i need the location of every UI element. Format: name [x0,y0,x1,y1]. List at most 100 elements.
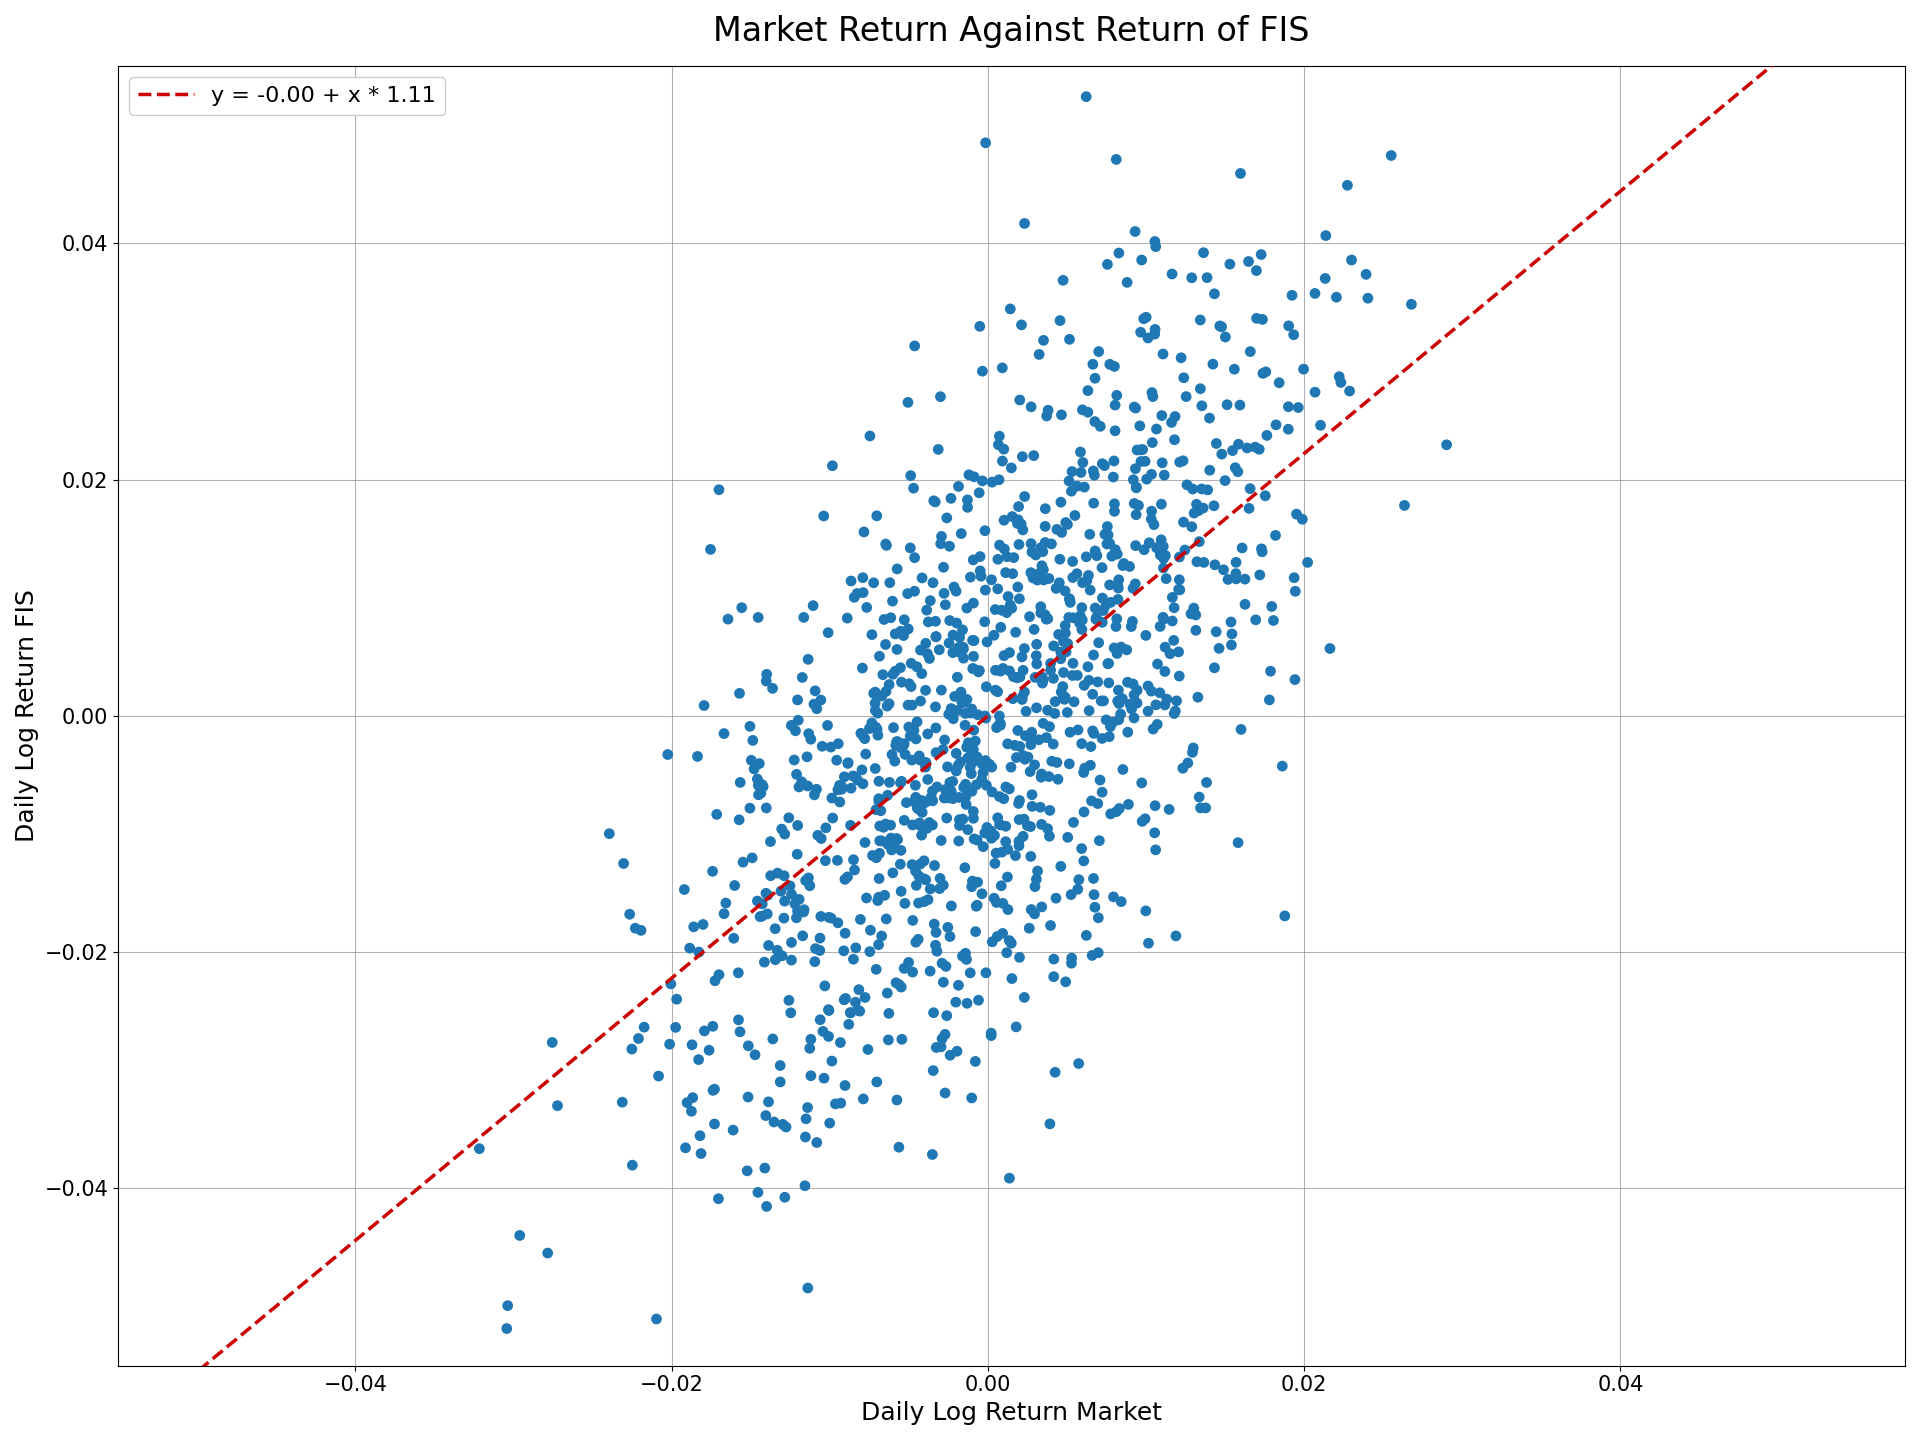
Point [1041,690,1071,713]
Point [1273,314,1304,337]
Point [1156,410,1187,433]
Point [756,677,787,700]
Point [948,776,979,799]
Point [904,814,935,837]
Point [1020,876,1050,899]
Point [1129,307,1160,330]
Point [780,719,810,742]
Point [897,909,927,932]
Point [864,933,895,956]
Point [1137,384,1167,408]
Point [1177,266,1208,289]
Point [770,1116,801,1139]
Point [868,816,899,840]
Point [620,917,651,940]
Point [1035,716,1066,739]
Point [925,533,956,556]
Point [1023,562,1054,585]
Point [927,952,958,975]
Point [747,893,778,916]
Point [593,822,624,845]
Point [1131,305,1162,328]
Point [1046,521,1077,544]
Point [812,621,843,644]
Point [783,708,814,732]
Point [977,780,1008,804]
Point [818,454,849,477]
Point [987,356,1018,379]
Point [958,465,989,488]
Point [1160,405,1190,428]
Point [885,880,916,903]
Point [781,763,812,786]
Point [1256,595,1286,618]
Point [1094,716,1125,739]
Point [1039,667,1069,690]
Point [1269,904,1300,927]
Point [753,935,783,958]
Point [914,811,945,834]
Point [1050,641,1081,664]
Point [956,870,987,893]
Point [749,1156,780,1179]
Point [922,1035,952,1058]
Point [851,743,881,766]
Point [1016,720,1046,743]
Point [995,641,1025,664]
Point [874,672,904,696]
Point [1160,428,1190,451]
Point [1256,660,1286,683]
Point [824,791,854,814]
Point [874,1028,904,1051]
Point [995,778,1025,801]
Point [1117,672,1148,696]
Point [1002,667,1033,690]
Point [735,749,766,772]
Point [1052,701,1083,724]
Point [1002,513,1033,536]
Point [856,624,887,647]
Point [1246,243,1277,266]
Point [718,927,749,950]
Point [1244,438,1275,461]
Point [1029,516,1060,539]
Point [893,582,924,605]
Point [787,900,818,923]
Point [1240,307,1271,330]
Point [879,750,910,773]
Point [1089,523,1119,546]
Point [985,534,1016,557]
Legend: y = -0.00 + x * 1.11: y = -0.00 + x * 1.11 [129,78,445,115]
Point [975,569,1006,592]
Point [1121,678,1152,701]
Point [910,678,941,701]
Point [975,821,1006,844]
Point [1033,567,1064,590]
Point [1219,357,1250,380]
Point [1154,798,1185,821]
Point [822,749,852,772]
Point [933,916,964,939]
Point [1248,308,1279,331]
Point [993,838,1023,861]
Point [1098,465,1129,488]
Point [1148,556,1179,579]
Point [720,874,751,897]
Point [1150,567,1181,590]
Point [1181,603,1212,626]
Point [1137,507,1167,530]
Point [1010,724,1041,747]
Point [1054,590,1085,613]
Point [874,693,904,716]
Point [952,488,983,511]
Point [1048,269,1079,292]
Point [899,791,929,814]
Point [1117,577,1148,600]
Point [1018,444,1048,467]
Point [1179,596,1210,619]
Point [925,526,956,549]
Point [968,360,998,383]
Point [1142,652,1173,675]
Point [814,999,845,1022]
Point [952,746,983,769]
